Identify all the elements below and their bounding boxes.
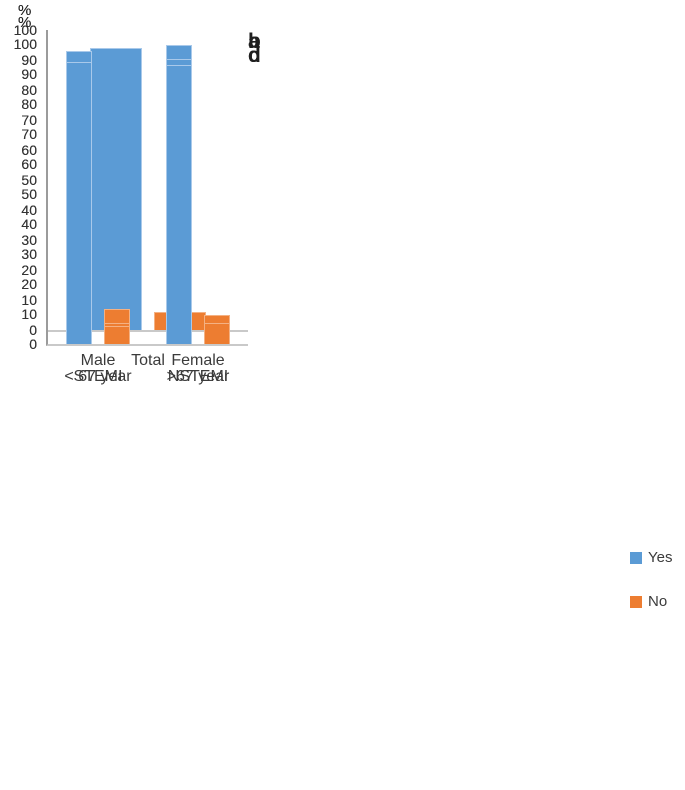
y-tick-label: 100 <box>13 22 37 38</box>
y-tick-label: 100 <box>13 22 37 38</box>
chart-body: 100 90 80 70 60 50 40 30 20 10 0 <box>0 22 248 338</box>
y-axis: 100 90 80 70 60 50 40 30 20 10 0 <box>0 22 46 338</box>
y-tick-label: 30 <box>21 232 37 248</box>
plot-area <box>46 30 248 332</box>
bar-no-67-year <box>104 326 130 344</box>
category-slot <box>148 44 248 344</box>
y-tick-label: 40 <box>21 216 37 232</box>
y-axis-unit-label: % <box>18 2 32 19</box>
y-tick-label: 80 <box>21 96 37 112</box>
category-label: < 67 year <box>64 368 132 385</box>
y-tick-label: 90 <box>21 52 37 68</box>
panel-letter: d <box>248 44 261 67</box>
legend: Yes No <box>630 549 672 610</box>
y-tick-label: 70 <box>21 126 37 142</box>
y-tick-label: 0 <box>29 336 37 352</box>
y-tick-label: 60 <box>21 156 37 172</box>
panel-letter: a <box>248 30 260 53</box>
y-tick-label: 30 <box>21 246 37 262</box>
y-tick-label: 0 <box>29 322 37 338</box>
y-tick-label: 80 <box>21 82 37 98</box>
x-axis-labels: STEMI NSTEMI <box>48 368 248 386</box>
y-tick-label: 10 <box>21 292 37 308</box>
bar-yes-67-year <box>66 62 92 344</box>
y-tick-label: 50 <box>21 172 37 188</box>
y-axis-unit-label: % <box>18 14 32 31</box>
y-tick-label: 40 <box>21 202 37 218</box>
y-tick-label: 0 <box>29 336 37 352</box>
y-axis: 100 90 80 70 60 50 40 30 20 10 0 <box>0 22 46 338</box>
y-tick-label: 10 <box>21 306 37 322</box>
y-tick-label: 70 <box>21 112 37 128</box>
panel-letter: c <box>248 44 260 67</box>
y-tick-label: 60 <box>21 142 37 158</box>
y-tick-label: 100 <box>13 36 37 52</box>
category-label: NSTEMI <box>167 368 229 385</box>
category-slot <box>48 30 248 330</box>
category-slot <box>48 44 148 344</box>
y-tick-label: 60 <box>21 142 37 158</box>
chart-body: 100 90 80 70 60 50 40 30 20 10 0 <box>0 36 248 352</box>
y-tick-label: 40 <box>21 216 37 232</box>
y-tick-label: 20 <box>21 276 37 292</box>
legend-item-no: No <box>630 593 672 610</box>
y-tick-label: 70 <box>21 126 37 142</box>
bar-yes-67-year <box>166 65 192 344</box>
category-label: >67 year <box>166 368 230 385</box>
plot-area <box>46 44 248 346</box>
y-tick-label: 0 <box>29 322 37 338</box>
x-axis-labels: Male Female <box>48 352 248 370</box>
category-label: Male <box>80 352 116 369</box>
no-swatch-icon <box>630 595 642 608</box>
x-axis-labels: < 67 year >67 year <box>48 368 248 386</box>
y-tick-label: 90 <box>21 66 37 82</box>
legend-item-yes: Yes <box>630 549 672 566</box>
y-tick-label: 30 <box>21 246 37 262</box>
y-tick-label: 100 <box>13 36 37 52</box>
y-tick-label: 90 <box>21 66 37 82</box>
legend-label-yes: Yes <box>648 549 673 566</box>
y-tick-label: 20 <box>21 262 37 278</box>
y-tick-label: 80 <box>21 82 37 98</box>
bar-no-67-year <box>204 323 230 344</box>
category-label: Total <box>131 352 165 369</box>
y-tick-label: 10 <box>21 292 37 308</box>
y-tick-label: 20 <box>21 276 37 292</box>
category-label: STEMI <box>73 368 123 385</box>
y-tick-label: 90 <box>21 52 37 68</box>
category-label: Female <box>171 352 225 369</box>
y-tick-label: 60 <box>21 156 37 172</box>
y-tick-label: 20 <box>21 262 37 278</box>
bar-yes-total <box>90 48 142 330</box>
y-tick-label: 50 <box>21 172 37 188</box>
y-tick-label: 40 <box>21 202 37 218</box>
yes-swatch-icon <box>630 551 642 564</box>
y-tick-label: 50 <box>21 186 37 202</box>
chart-panel-a: % a 100 90 80 70 60 50 40 30 20 10 0 Total <box>0 0 342 395</box>
x-axis-labels: Total <box>48 352 248 370</box>
legend-label-no: No <box>648 593 668 610</box>
y-axis: 100 90 80 70 60 50 40 30 20 10 0 <box>0 36 46 352</box>
panel-letter: b <box>248 30 261 53</box>
y-tick-label: 10 <box>21 306 37 322</box>
y-tick-label: 80 <box>21 96 37 112</box>
chart-panel-d: % d 100 90 80 70 60 50 40 30 20 10 0 < 67 year >67 … <box>0 0 342 395</box>
y-tick-label: 50 <box>21 186 37 202</box>
y-axis-unit-label: % <box>18 14 32 31</box>
y-axis: 100 90 80 70 60 50 40 30 20 10 0 <box>0 36 46 352</box>
y-tick-label: 30 <box>21 232 37 248</box>
y-axis-unit-label: % <box>18 2 32 19</box>
y-tick-label: 70 <box>21 112 37 128</box>
